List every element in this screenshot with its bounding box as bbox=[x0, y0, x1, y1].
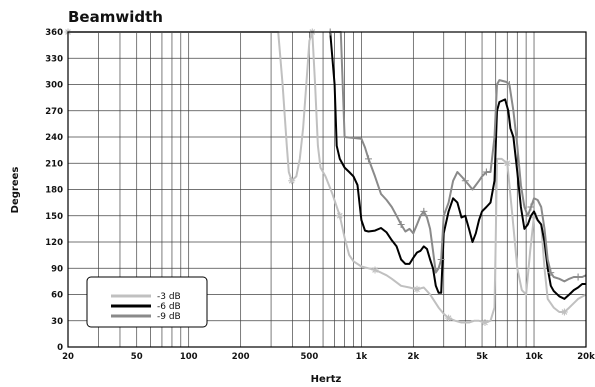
x-tick-label: 20k bbox=[577, 352, 595, 362]
series-lines bbox=[64, 28, 586, 326]
y-tick-label: 150 bbox=[45, 212, 63, 222]
series-marker bbox=[547, 269, 555, 277]
x-tick-label: 100 bbox=[180, 352, 198, 362]
series-marker bbox=[371, 266, 379, 274]
chart-title: Beamwidth bbox=[68, 8, 163, 26]
y-tick-label: 300 bbox=[45, 81, 63, 91]
series-marker bbox=[445, 314, 453, 322]
x-tick-label: 10k bbox=[525, 352, 543, 362]
series-line bbox=[329, 31, 586, 300]
series-marker bbox=[336, 212, 344, 220]
y-tick-label: 120 bbox=[45, 238, 63, 248]
y-tick-label: 210 bbox=[45, 159, 63, 169]
y-tick-label: 60 bbox=[51, 291, 63, 301]
y-tick-label: 90 bbox=[51, 264, 63, 274]
y-tick-label: 180 bbox=[45, 186, 63, 196]
series-line bbox=[330, 31, 586, 283]
legend: -3 dB-6 dB-9 dB bbox=[86, 276, 208, 328]
series-marker bbox=[397, 221, 405, 228]
legend-box bbox=[86, 276, 208, 328]
plot-frame bbox=[67, 31, 587, 348]
series-marker bbox=[482, 168, 490, 176]
legend-label: -9 dB bbox=[157, 312, 181, 322]
y-tick-label: 360 bbox=[45, 28, 63, 38]
series-marker bbox=[461, 177, 469, 185]
series-marker bbox=[505, 81, 513, 88]
x-tick-label: 1k bbox=[356, 352, 368, 362]
y-tick-label: 0 bbox=[57, 343, 63, 353]
x-tick-labels: 20 50 100 200 500 1k 2k 5k 10k 20k bbox=[62, 352, 595, 362]
x-tick-label: 20 bbox=[62, 352, 74, 362]
x-tick-label: 5k bbox=[476, 352, 488, 362]
y-tick-label: 30 bbox=[51, 317, 63, 327]
series-marker bbox=[503, 159, 511, 167]
series-marker bbox=[527, 203, 535, 211]
legend-label: -3 dB bbox=[157, 292, 181, 302]
series-line bbox=[68, 31, 586, 324]
y-axis-label: Degrees bbox=[10, 167, 21, 214]
series-marker bbox=[437, 256, 445, 263]
series-marker bbox=[365, 155, 373, 163]
series-marker bbox=[420, 207, 428, 215]
y-tick-label: 240 bbox=[45, 133, 63, 143]
x-axis-label: Hertz bbox=[311, 374, 342, 385]
x-tick-label: 500 bbox=[301, 352, 319, 362]
x-tick-label: 50 bbox=[131, 352, 143, 362]
series-marker bbox=[413, 285, 421, 293]
series-marker bbox=[560, 308, 568, 316]
y-tick-label: 330 bbox=[45, 54, 63, 64]
x-tick-label: 2k bbox=[408, 352, 420, 362]
legend-label: -6 dB bbox=[157, 302, 181, 312]
y-tick-labels: 0 30 60 90 120 150 180 210 240 270 300 330 360 bbox=[45, 28, 63, 353]
y-tick-label: 270 bbox=[45, 107, 63, 117]
x-tick-label: 200 bbox=[232, 352, 250, 362]
series-marker bbox=[288, 177, 296, 185]
series-marker bbox=[530, 212, 538, 220]
series-marker bbox=[481, 319, 489, 326]
series-marker bbox=[574, 273, 582, 281]
